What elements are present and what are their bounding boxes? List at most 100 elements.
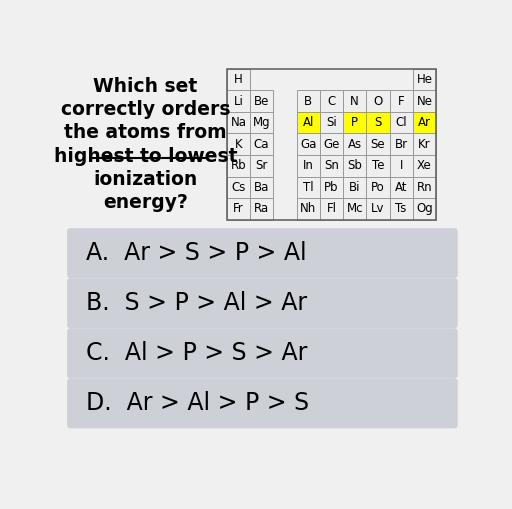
Text: Cl: Cl (395, 116, 407, 129)
Bar (390, 133, 413, 155)
Bar (320, 133, 343, 155)
Bar (227, 112, 250, 133)
Bar (296, 177, 320, 198)
Bar (227, 177, 250, 198)
Text: Sb: Sb (347, 159, 362, 173)
Text: highest to lowest: highest to lowest (54, 147, 237, 165)
Bar (250, 198, 273, 220)
Bar (366, 133, 390, 155)
Bar (366, 112, 390, 133)
Bar (366, 198, 390, 220)
Bar (227, 198, 250, 220)
Text: H: H (234, 73, 243, 86)
Bar (320, 112, 343, 133)
Bar (366, 177, 390, 198)
Bar (320, 155, 343, 177)
Bar (343, 133, 366, 155)
Text: Rb: Rb (230, 159, 246, 173)
Bar (250, 177, 273, 198)
Bar (296, 155, 320, 177)
Text: Te: Te (372, 159, 384, 173)
Text: Sn: Sn (324, 159, 339, 173)
Text: Rn: Rn (417, 181, 432, 194)
Bar (320, 177, 343, 198)
Text: ionization: ionization (93, 169, 198, 189)
Bar (366, 155, 390, 177)
Bar (390, 112, 413, 133)
Bar (343, 155, 366, 177)
Bar (413, 69, 436, 90)
Text: correctly orders: correctly orders (60, 100, 230, 119)
Text: energy?: energy? (103, 193, 188, 212)
Text: C.  Al > P > S > Ar: C. Al > P > S > Ar (86, 342, 307, 365)
Text: S: S (374, 116, 381, 129)
Bar (343, 90, 366, 112)
FancyBboxPatch shape (67, 278, 458, 328)
Text: Nh: Nh (300, 203, 316, 215)
Text: Ca: Ca (254, 138, 269, 151)
Bar (296, 133, 320, 155)
Text: Mg: Mg (253, 116, 270, 129)
Bar (413, 198, 436, 220)
FancyBboxPatch shape (67, 228, 458, 278)
Text: Sr: Sr (255, 159, 268, 173)
Bar (390, 155, 413, 177)
Bar (250, 112, 273, 133)
Text: Ra: Ra (254, 203, 269, 215)
Text: A.  Ar > S > P > Al: A. Ar > S > P > Al (86, 241, 306, 265)
Bar (343, 112, 366, 133)
Bar (413, 177, 436, 198)
Text: He: He (416, 73, 432, 86)
Text: the atoms from: the atoms from (64, 124, 227, 143)
Text: I: I (399, 159, 403, 173)
Bar (366, 90, 390, 112)
Text: Na: Na (230, 116, 246, 129)
Text: Ge: Ge (323, 138, 339, 151)
Text: Se: Se (371, 138, 385, 151)
Text: Ga: Ga (300, 138, 316, 151)
Text: Pb: Pb (324, 181, 338, 194)
Text: Which set: Which set (93, 77, 198, 96)
Text: Ts: Ts (395, 203, 407, 215)
Bar (227, 69, 250, 90)
Text: B: B (304, 95, 312, 107)
Bar (343, 177, 366, 198)
Text: Ba: Ba (254, 181, 269, 194)
Text: Cs: Cs (231, 181, 246, 194)
Bar (390, 90, 413, 112)
Text: O: O (373, 95, 382, 107)
Bar (343, 198, 366, 220)
Text: As: As (348, 138, 361, 151)
Text: Si: Si (326, 116, 337, 129)
Text: In: In (303, 159, 313, 173)
Text: D.  Ar > Al > P > S: D. Ar > Al > P > S (86, 391, 309, 415)
Bar (227, 90, 250, 112)
Text: Og: Og (416, 203, 433, 215)
Bar (413, 90, 436, 112)
Bar (320, 198, 343, 220)
Text: Kr: Kr (418, 138, 431, 151)
FancyBboxPatch shape (67, 328, 458, 378)
Bar (413, 155, 436, 177)
Text: Bi: Bi (349, 181, 360, 194)
Bar (296, 90, 320, 112)
Text: P: P (351, 116, 358, 129)
Bar (227, 69, 436, 220)
FancyBboxPatch shape (67, 378, 458, 429)
Text: Fr: Fr (233, 203, 244, 215)
Bar (296, 112, 320, 133)
Text: Tl: Tl (303, 181, 313, 194)
Text: K: K (234, 138, 242, 151)
Text: Lv: Lv (371, 203, 385, 215)
Bar (227, 133, 250, 155)
Bar (390, 198, 413, 220)
Text: Po: Po (371, 181, 385, 194)
Text: At: At (395, 181, 408, 194)
Bar (296, 198, 320, 220)
Text: Al: Al (303, 116, 314, 129)
Text: Mc: Mc (347, 203, 363, 215)
Text: Ar: Ar (418, 116, 431, 129)
Bar (413, 112, 436, 133)
Bar (320, 90, 343, 112)
Bar (250, 90, 273, 112)
